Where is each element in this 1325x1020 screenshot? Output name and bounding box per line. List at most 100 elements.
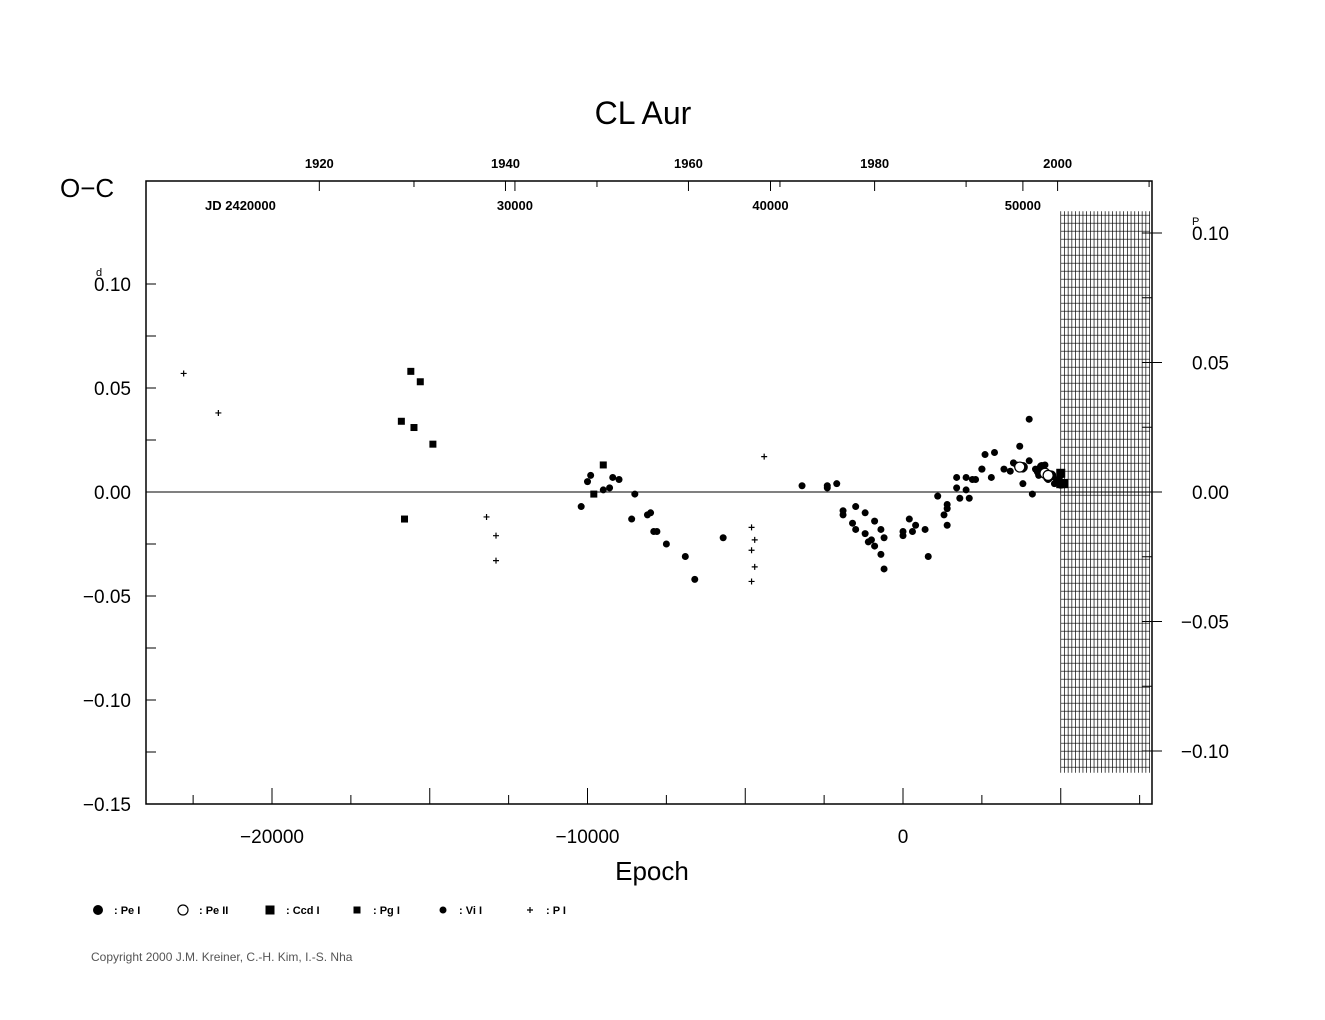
data-point-small-dot [852, 525, 860, 533]
data-point-small-dot [990, 448, 998, 456]
data-point-small-square [401, 515, 409, 523]
legend-label: : Ccd I [286, 905, 320, 917]
axis-ticks: 0.10d0.050.00−0.05−0.10−0.150.10P0.050.0… [83, 156, 1229, 848]
data-point-small-dot [877, 525, 885, 533]
data-point-small-dot [691, 575, 699, 583]
data-point-small-dot [987, 473, 995, 481]
data-point-small-dot [1025, 457, 1033, 465]
year-tick-label: 1940 [491, 156, 520, 171]
data-point-small-dot [905, 515, 913, 523]
data-point-small-dot [681, 552, 689, 560]
data-point-small-dot [662, 540, 670, 548]
data-point-small-dot [978, 465, 986, 473]
data-point-small-dot [833, 480, 841, 488]
data-point-small-square [416, 378, 424, 386]
data-point-small-square [410, 424, 418, 432]
data-point-small-dot [877, 550, 885, 558]
legend-symbol-big-square [265, 905, 275, 915]
legend-symbol-big-dot [93, 905, 103, 915]
legend-label: : Pg I [373, 905, 400, 917]
right-y-tick-label: 0.05 [1192, 354, 1229, 375]
data-point-plus [180, 370, 187, 377]
data-point-small-dot [1000, 465, 1008, 473]
data-point-small-square [397, 417, 405, 425]
data-point-plus [761, 453, 768, 460]
data-point-small-dot [981, 451, 989, 459]
x-tick-label: −10000 [556, 827, 620, 848]
data-point-plus [751, 536, 758, 543]
data-point-small-dot [912, 521, 920, 529]
data-point-small-dot [867, 536, 875, 544]
jd-tick-label: 40000 [752, 198, 788, 213]
data-point-small-dot [924, 552, 932, 560]
year-tick-label: 1960 [674, 156, 703, 171]
data-point-small-square [429, 440, 437, 448]
data-point-small-dot [1006, 467, 1014, 475]
data-point-small-dot [631, 490, 639, 498]
data-point-small-dot [880, 565, 888, 573]
data-point-small-dot [953, 473, 961, 481]
y-tick-label: 0.10 [94, 275, 131, 296]
data-point-big-square [1059, 479, 1069, 489]
x-tick-label: 0 [898, 827, 909, 848]
data-point-small-dot [1016, 442, 1024, 450]
year-tick-label: 1920 [305, 156, 334, 171]
data-point-small-dot [871, 542, 879, 550]
data-point-small-dot [956, 494, 964, 502]
jd-tick-label: 30000 [497, 198, 533, 213]
right-y-tick-label: −0.10 [1181, 742, 1229, 763]
data-point-small-dot [861, 530, 869, 538]
data-point-small-dot [871, 517, 879, 525]
data-point-small-dot [647, 509, 655, 517]
data-point-small-dot [940, 511, 948, 519]
copyright-notice: Copyright 2000 J.M. Kreiner, C.-H. Kim, … [91, 950, 353, 964]
data-point-small-dot [899, 532, 907, 540]
data-point-small-square [590, 490, 598, 498]
legend-symbol-small-square [353, 906, 361, 914]
y-unit-mark: d [96, 267, 102, 279]
right-y-tick-label: −0.05 [1181, 613, 1229, 634]
data-points [180, 367, 1069, 585]
data-point-plus [748, 524, 755, 531]
legend: : Pe I: Pe II: Ccd I: Pg I: Vi I: P I [93, 904, 566, 917]
data-point-small-dot [609, 473, 617, 481]
data-point-small-dot [839, 511, 847, 519]
data-point-plus [751, 563, 758, 570]
data-point-plus [215, 409, 222, 416]
data-point-plus [748, 547, 755, 554]
legend-label: : Vi I [459, 905, 482, 917]
data-point-small-dot [908, 528, 916, 536]
legend-label: : Pe II [199, 905, 228, 917]
data-point-small-dot [1025, 415, 1033, 423]
jd-label: JD 2420000 [205, 198, 276, 213]
data-point-small-dot [962, 473, 970, 481]
data-point-small-dot [823, 484, 831, 492]
data-point-small-dot [953, 484, 961, 492]
data-point-small-dot [943, 505, 951, 513]
data-point-small-dot [1028, 490, 1036, 498]
data-point-small-dot [861, 509, 869, 517]
data-point-small-dot [965, 494, 973, 502]
data-point-small-dot [972, 476, 980, 484]
data-point-small-dot [584, 478, 591, 486]
y-tick-label: −0.10 [83, 691, 131, 712]
legend-symbol-plus [527, 907, 533, 913]
data-point-plus [493, 532, 500, 539]
year-tick-label: 1980 [860, 156, 889, 171]
data-point-small-dot [962, 486, 970, 494]
x-tick-label: −20000 [240, 827, 304, 848]
data-point-small-dot [628, 515, 636, 523]
data-point-small-dot [606, 484, 614, 492]
data-point-open-circle [1014, 461, 1026, 473]
data-point-small-dot [719, 534, 727, 542]
right-y-tick-label: 0.10 [1192, 224, 1229, 245]
data-point-small-dot [934, 492, 942, 500]
year-tick-label: 2000 [1043, 156, 1072, 171]
data-point-small-dot [880, 534, 888, 542]
data-point-small-dot [1019, 480, 1027, 488]
data-point-small-dot [849, 519, 857, 527]
data-point-small-dot [798, 482, 806, 490]
y-tick-label: −0.15 [83, 795, 131, 816]
data-point-small-dot [599, 486, 607, 494]
